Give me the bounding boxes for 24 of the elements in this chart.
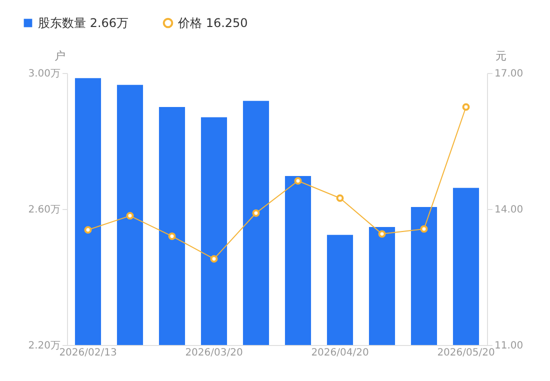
point [84, 226, 92, 234]
y-tick-label: 3.00万 [28, 68, 60, 80]
y-axis-title: 户 [54, 50, 66, 62]
y2-tick-label: 14.00 [494, 204, 524, 216]
point [168, 232, 176, 240]
y-tick-label: 2.60万 [28, 204, 60, 216]
legend-label: 股东数量 2.66万 [38, 16, 129, 30]
x-tick-label: 2026/02/13 [59, 348, 117, 358]
y2-axis-title: 元 [496, 50, 506, 62]
y2-tick-label: 11.00 [494, 340, 524, 352]
point [210, 255, 218, 263]
x-tick-label: 2026/03/20 [185, 348, 243, 358]
point [252, 209, 260, 217]
point [378, 230, 386, 238]
y2-tick-label: 17.00 [494, 68, 524, 80]
point [126, 212, 134, 220]
point [336, 194, 344, 202]
point [462, 103, 470, 111]
x-tick-label: 2026/05/20 [437, 348, 495, 358]
legend-label: 价格 16.250 [177, 16, 248, 30]
point [420, 225, 428, 233]
point [294, 177, 302, 185]
x-tick-label: 2026/04/20 [311, 348, 369, 358]
y-tick-label: 2.20万 [28, 340, 60, 352]
